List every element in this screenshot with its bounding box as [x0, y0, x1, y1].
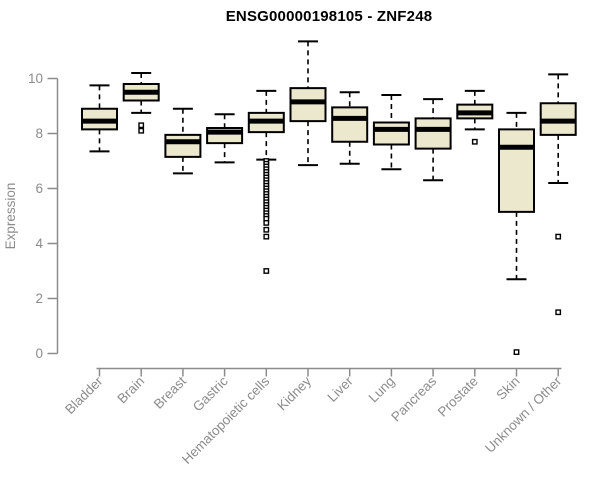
x-category-label-gastric: Gastric — [190, 373, 231, 414]
iqr-box — [414, 117, 452, 150]
box-pancreas — [414, 98, 452, 182]
outlier-point — [555, 309, 562, 316]
box-brain — [122, 72, 160, 134]
x-category-label-prostate: Prostate — [435, 374, 481, 420]
chart-title: ENSG00000198105 - ZNF248 — [225, 8, 433, 25]
box-hematopoietic-cells — [247, 89, 285, 274]
box-gastric — [206, 113, 244, 164]
iqr-box — [164, 133, 202, 158]
y-axis-title: Expression — [3, 183, 18, 250]
iqr-box — [289, 87, 327, 123]
boxes-layer — [81, 40, 577, 356]
x-category-label-unknown-other: Unknown / Other — [482, 373, 565, 456]
x-category-label-skin: Skin — [493, 374, 522, 403]
y-tick-label: 10 — [28, 71, 43, 86]
x-category-label-liver: Liver — [325, 373, 357, 405]
x-category-label-breast: Breast — [151, 373, 189, 411]
iqr-box — [331, 106, 369, 143]
outlier-point — [138, 122, 145, 129]
outlier-point — [263, 219, 270, 226]
outlier-point — [513, 349, 520, 356]
x-category-label-bladder: Bladder — [62, 373, 106, 417]
box-lung — [372, 94, 410, 171]
outlier-point — [555, 233, 562, 240]
y-tick-label: 6 — [35, 181, 43, 196]
y-tick-label: 8 — [35, 126, 43, 141]
y-tick-label: 2 — [35, 291, 43, 306]
box-prostate — [456, 89, 494, 145]
box-skin — [498, 111, 535, 356]
outlier-point — [138, 127, 145, 134]
box-bladder — [81, 84, 118, 153]
outlier-point — [263, 226, 270, 233]
x-category-label-kidney: Kidney — [274, 373, 314, 413]
y-tick-label: 0 — [35, 346, 43, 361]
box-unknown-other — [539, 73, 577, 316]
y-tick-label: 4 — [35, 236, 43, 251]
box-breast — [164, 107, 202, 175]
x-category-label-brain: Brain — [114, 374, 147, 407]
outlier-point — [263, 268, 270, 274]
box-kidney — [289, 40, 327, 167]
box-liver — [331, 91, 369, 165]
x-category-label-lung: Lung — [366, 374, 398, 406]
iqr-box — [372, 121, 410, 146]
x-category-label-pancreas: Pancreas — [388, 373, 439, 424]
iqr-box — [498, 128, 535, 213]
outlier-point — [263, 233, 270, 240]
outlier-point — [471, 138, 478, 145]
